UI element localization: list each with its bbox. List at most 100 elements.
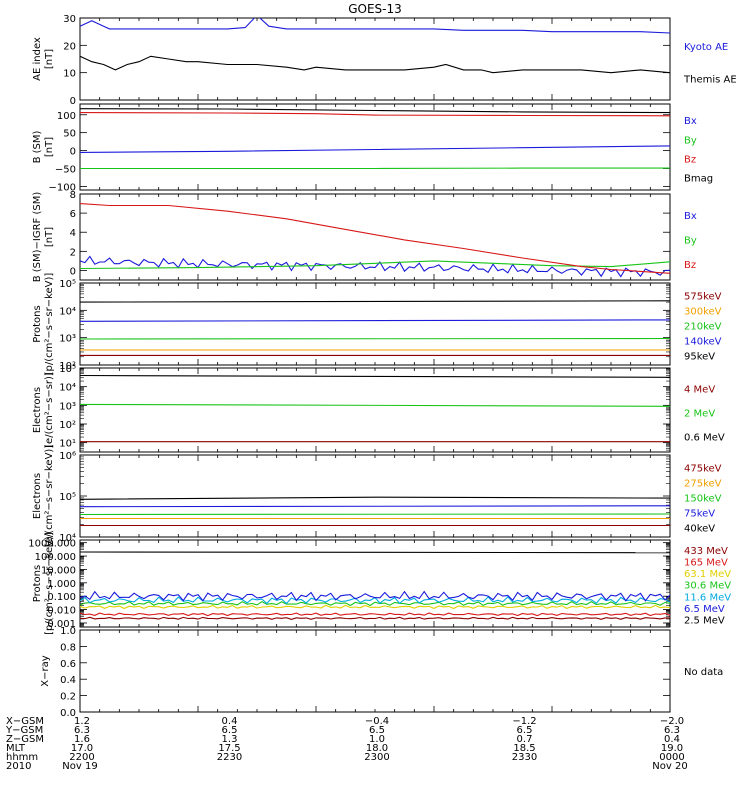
y-axis-label: [nT]	[44, 227, 55, 247]
y-tick-label: 1000.000	[28, 539, 76, 550]
panel-ae: 0 10 20 30 AE index [nT] Kyoto AE Themis AE	[32, 14, 737, 107]
y-tick-label: 0.100	[47, 592, 76, 603]
series-line-0.6-MeV	[80, 374, 670, 378]
x-row-label: Y−GSM	[5, 725, 43, 736]
x-row-label: Z−GSM	[6, 734, 44, 745]
series-line-Themis-AE	[80, 55, 670, 74]
legend-label: 30.6 MeV	[684, 581, 731, 592]
series-line-165-MeV	[80, 612, 670, 617]
y-tick-label: 0	[70, 266, 76, 277]
y-tick-label: 10	[63, 69, 76, 80]
panel-electrons2: 10⁴ 10⁵ 10⁶ Electrons [e/(cm²−s−sr−keV)] 475k…	[32, 445, 722, 548]
y-axis-label: [p/(cm²−s−sr−keV)]	[44, 273, 55, 376]
y-axis-label: [e/(cm²−s−sr)]	[44, 372, 55, 448]
panel-electrons1: 10¹ 10² 10³ 10⁴ 10⁵ Electrons [e/(cm²−s−sr)] 4 …	[32, 364, 725, 453]
legend-label: Bmag	[684, 174, 713, 185]
x-row-value: −0.4	[365, 716, 389, 727]
y-axis-label: B (SM)−IGRF (SM)	[32, 192, 43, 283]
no-data-note: No data	[684, 667, 723, 678]
y-tick-label: 10⁴	[59, 306, 76, 317]
x-row-label: X−GSM	[6, 716, 44, 727]
y-tick-label: 1.0	[60, 626, 76, 637]
y-tick-label: 2	[70, 247, 76, 258]
y-tick-label: 10⁵	[59, 279, 76, 290]
x-row-value: 18.0	[366, 743, 388, 754]
series-line-140keV	[80, 319, 670, 322]
x-row-value: 6.5	[222, 725, 238, 736]
x-row-value: 17.0	[71, 743, 93, 754]
legend-label: 165 MeV	[684, 557, 728, 568]
legend-label: Bx	[684, 116, 697, 127]
y-tick-label: 0	[70, 147, 76, 158]
legend-label: Themis AE	[683, 75, 737, 86]
series-line-Bz	[80, 112, 670, 117]
x-row-value: 17.5	[218, 743, 240, 754]
y-tick-label: 10³	[59, 334, 76, 345]
series-line-Bmag	[80, 108, 670, 114]
panel-protons2: 0.001 0.010 0.100 1.000 10.000 100.000 1000.00…	[28, 532, 731, 635]
legend-label: 140keV	[684, 336, 722, 347]
y-axis-label: Electrons	[32, 473, 43, 519]
legend-label: 300keV	[684, 307, 722, 318]
y-tick-label: 10²	[59, 361, 76, 372]
x-row-value: 19.0	[661, 743, 683, 754]
legend-label: Kyoto AE	[684, 42, 728, 53]
legend-label: Bz	[684, 154, 696, 165]
x-row-value: 0.7	[517, 734, 533, 745]
y-tick-label: 0.0	[60, 708, 76, 719]
y-axis-label: Protons	[32, 565, 43, 602]
y-axis-label: [e/(cm²−s−sr−keV)]	[44, 445, 55, 548]
series-line-By	[80, 260, 670, 270]
y-tick-label: −100	[49, 182, 76, 193]
legend-label: Bx	[684, 211, 697, 222]
legend-label: 2 MeV	[684, 408, 715, 419]
y-tick-label: 10⁶	[59, 451, 76, 462]
series-line-150keV	[80, 513, 670, 516]
y-tick-label: 10.000	[41, 565, 76, 576]
x-row-value: 1.6	[74, 734, 90, 745]
y-tick-label: 0.001	[47, 619, 76, 630]
series-line-30.6-MeV	[80, 600, 670, 607]
panel-frame	[79, 367, 671, 453]
y-tick-label: 10⁴	[59, 383, 76, 394]
x-row-value: 6.5	[369, 725, 385, 736]
x-row-value: −1.2	[512, 716, 536, 727]
y-axis-label: X−ray	[40, 655, 51, 686]
legend-label: By	[684, 235, 697, 246]
legend-label: 433 MeV	[684, 546, 728, 557]
panel-b: −100 −50 0 50 100 B (SM) [nT] Bx By Bz Bmag	[32, 103, 713, 193]
x-row-value: 2300	[364, 752, 389, 763]
y-tick-label: 8	[70, 190, 76, 201]
legend-label: 4 MeV	[684, 384, 715, 395]
y-tick-label: 0.6	[60, 659, 76, 670]
panel-protons1: 10² 10³ 10⁴ 10⁵ Protons [p/(cm²−s−sr−keV)] 575…	[32, 273, 722, 376]
x-row-value: 2200	[69, 752, 94, 763]
series-line-Kyoto-AE	[80, 18, 670, 34]
y-axis-label: [nT]	[44, 137, 55, 157]
y-axis-label: AE index	[32, 37, 43, 81]
series-line-Bz	[80, 203, 670, 274]
legend-label: 210keV	[684, 321, 722, 332]
series-line-95keV	[80, 300, 670, 303]
x-row-value: Nov 20	[652, 761, 687, 772]
legend-label: 75keV	[684, 508, 715, 519]
x-row-value: 18.5	[513, 743, 535, 754]
series-line-433-MeV	[80, 616, 670, 620]
y-axis-label: Electrons	[32, 387, 43, 433]
legend-label: 63.1 MeV	[684, 569, 731, 580]
y-tick-label: 100	[57, 111, 76, 122]
legend-label: 150keV	[684, 493, 722, 504]
legend-label: 0.6 MeV	[684, 432, 725, 443]
y-axis-label: [nT]	[44, 49, 55, 69]
y-tick-label: 30	[63, 14, 76, 25]
y-tick-label: 10²	[59, 420, 76, 431]
legend-label: 6.5 MeV	[684, 604, 725, 615]
y-axis-label: Protons	[32, 305, 43, 342]
legend-label: 275keV	[684, 479, 722, 490]
legend-label: Bz	[684, 260, 696, 271]
series-line-210keV	[80, 337, 670, 340]
y-tick-label: 10⁵	[59, 364, 76, 375]
panel-frame	[79, 454, 671, 538]
